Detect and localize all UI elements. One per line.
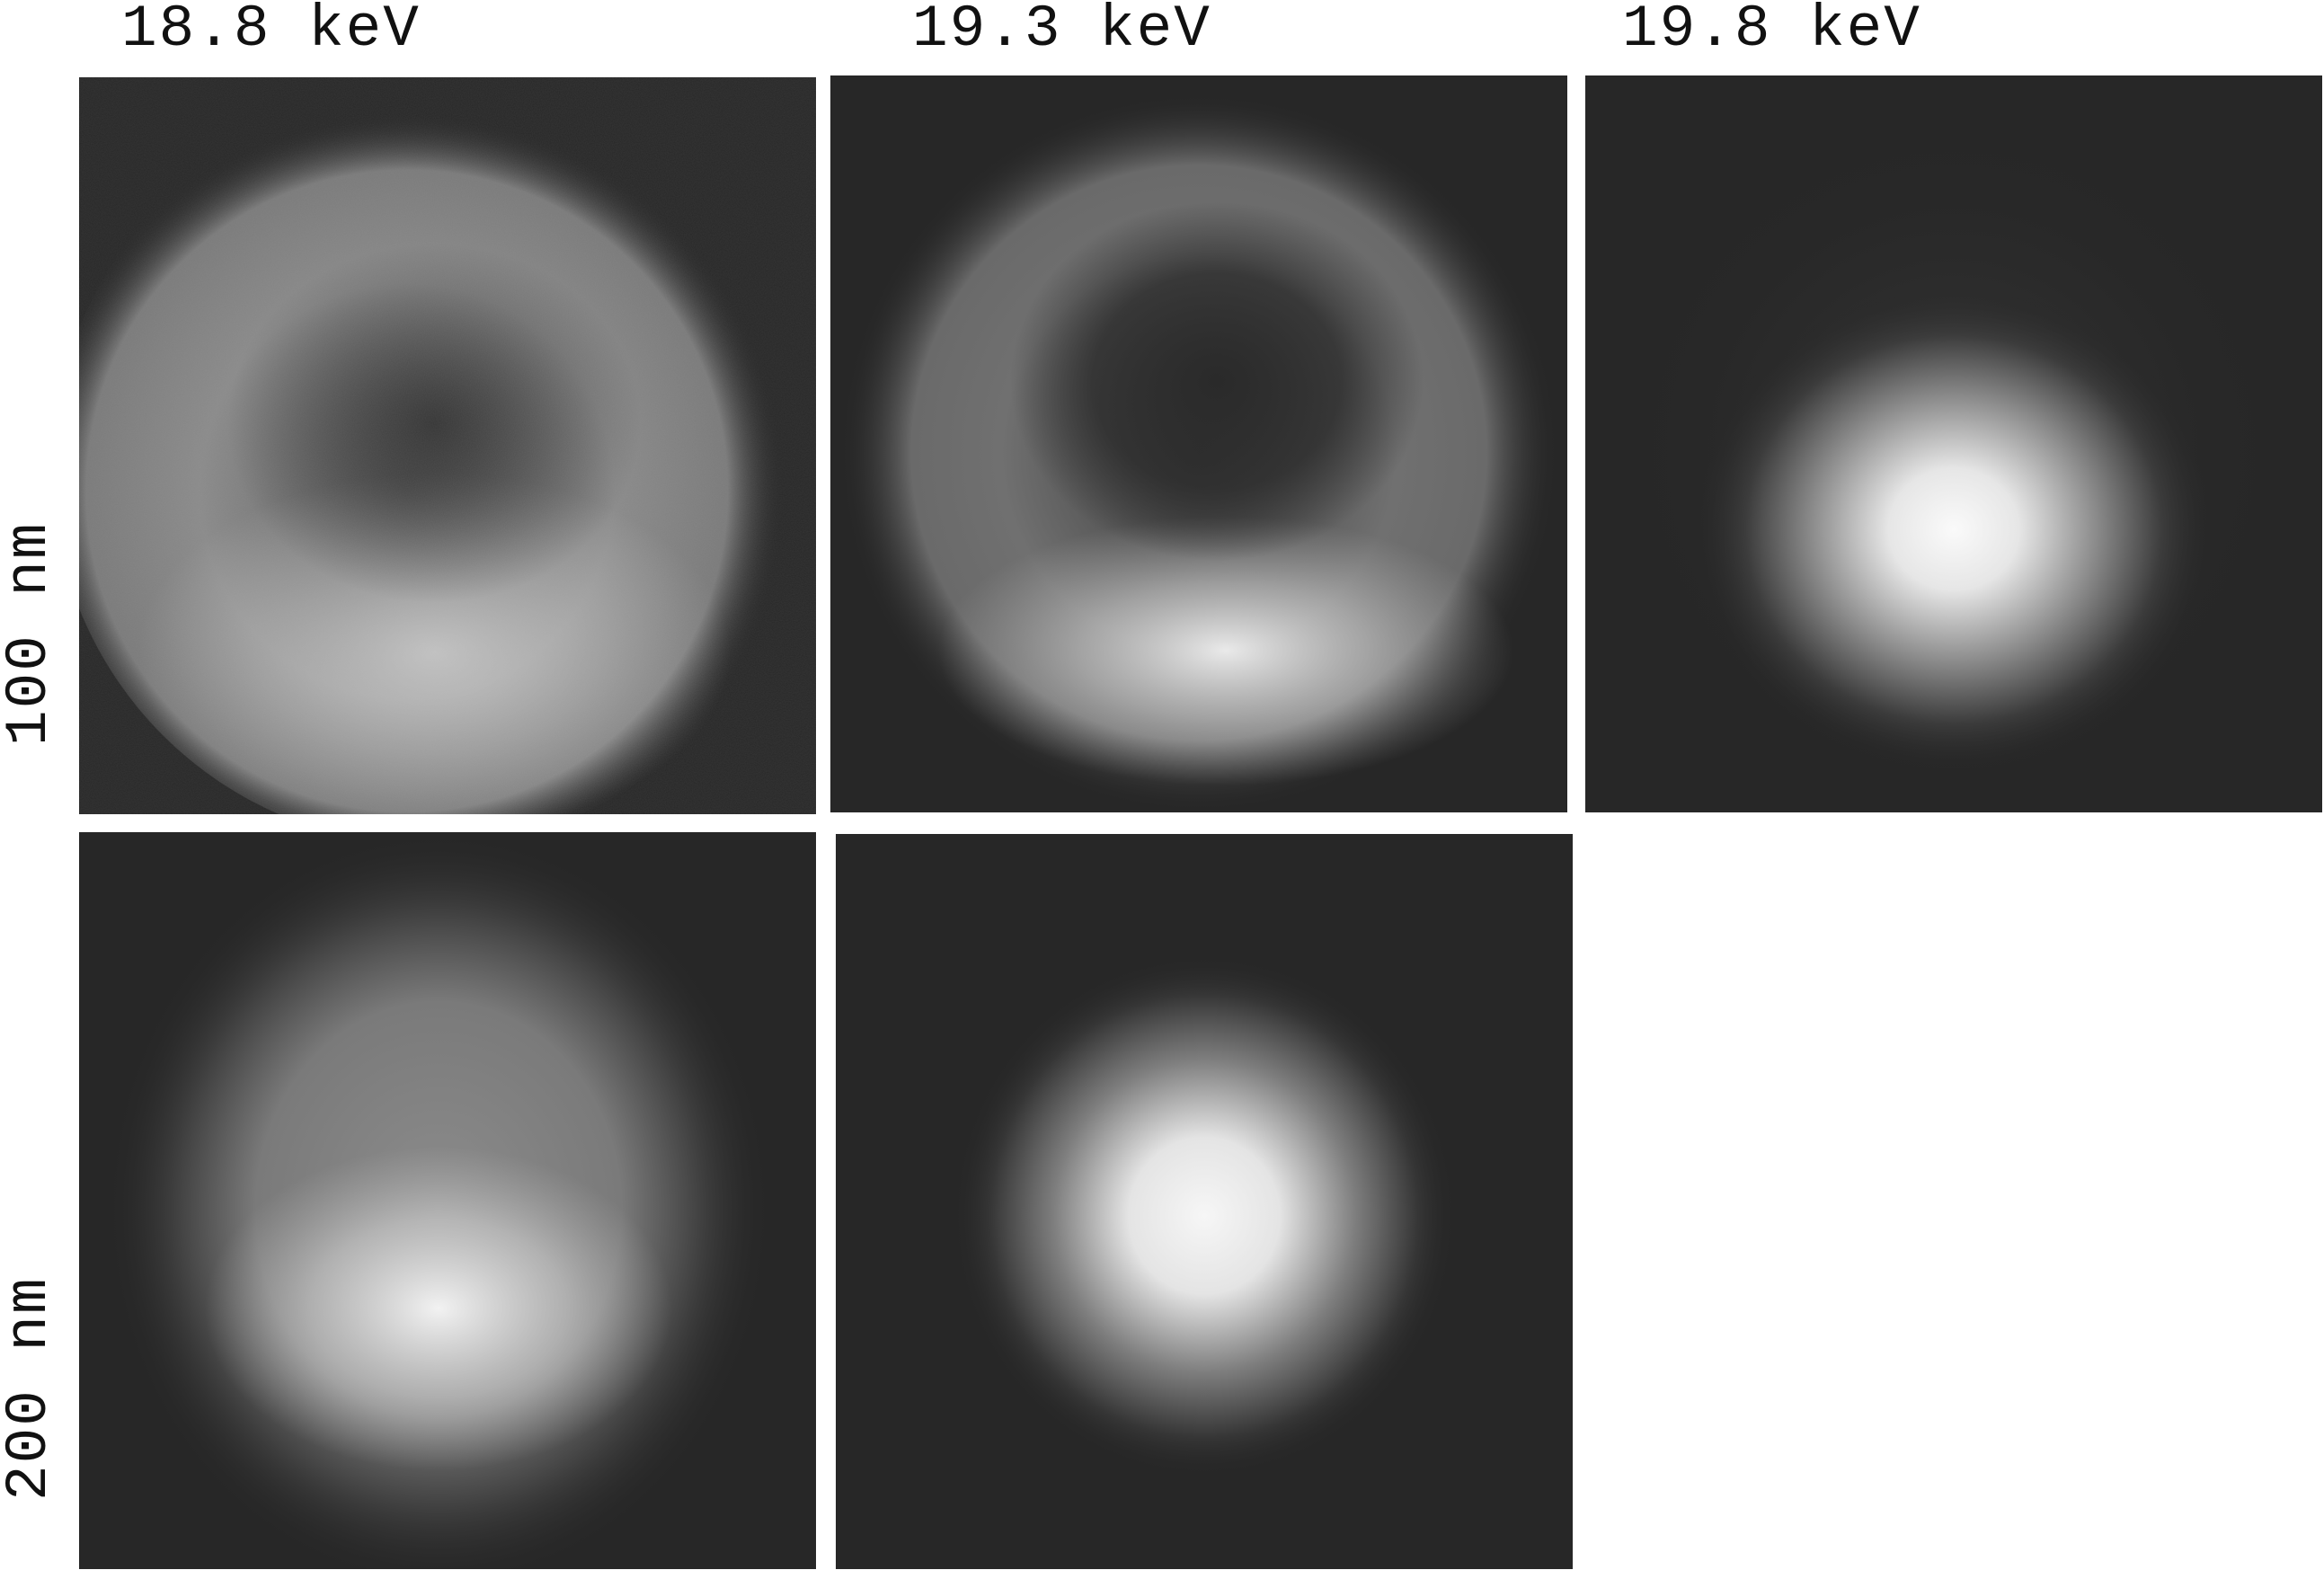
row-label-200-nm: 200 nm <box>0 1276 63 1501</box>
panel-100nm-19-8kev <box>1585 75 2322 812</box>
row-label-100-nm: 100 nm <box>0 521 63 746</box>
column-label-19-3-kev: 19.3 keV <box>912 0 1211 63</box>
column-label-18-8-kev: 18.8 keV <box>121 0 421 63</box>
blob-intensity-image <box>106 832 771 1569</box>
panel-200nm-19-3kev <box>836 834 1573 1569</box>
ring-intensity-image <box>839 93 1558 812</box>
panel-100nm-19-3kev <box>830 75 1567 812</box>
ring-intensity-image <box>79 77 816 814</box>
panel-200nm-18-8kev <box>79 832 816 1569</box>
spot-intensity-image <box>1612 111 2295 794</box>
column-label-19-8-kev: 19.8 keV <box>1622 0 1921 63</box>
spot-intensity-image <box>953 955 1456 1477</box>
panel-100nm-18-8kev <box>79 77 816 814</box>
